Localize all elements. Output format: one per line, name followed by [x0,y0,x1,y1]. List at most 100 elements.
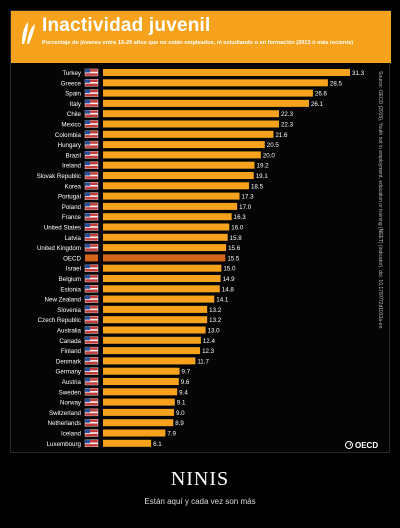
category-label: United Kingdom [37,245,81,252]
category-label: Netherlands [48,420,81,427]
bar [103,398,175,406]
flag-icon [84,233,99,242]
flag-icon [84,68,99,77]
flag-icon [84,264,99,272]
category-label: Greece [61,80,82,87]
bar [103,192,240,200]
bar [103,172,254,179]
bar [103,439,152,447]
caption-title: NINIS [170,468,230,490]
flag-icon [84,388,99,396]
value-label: 16.3 [234,214,247,221]
category-label: Hungary [58,142,82,149]
value-label: 12.3 [202,348,215,355]
category-label: Israel [66,266,81,273]
category-label: Sweden [59,389,82,396]
bar [103,357,196,365]
flag-icon [84,357,99,365]
value-label: 13.2 [209,307,222,314]
bar [103,419,174,427]
flag-icon [84,305,99,314]
category-label: Norway [60,400,82,407]
value-label: 9.7 [182,369,191,376]
bar [103,161,255,169]
value-label: 11.7 [197,358,209,365]
flag-icon [84,223,99,231]
bar [103,408,175,416]
value-label: 17.3 [242,194,255,201]
flag-icon [84,79,99,87]
value-label: 9.6 [181,379,190,386]
value-label: 31.3 [352,70,365,77]
value-label: 19.2 [257,163,270,170]
category-label: United States [44,225,81,232]
category-label: Czech Republic [38,317,81,324]
flag-icon [84,182,99,190]
value-label: 19.1 [256,173,269,180]
chart-header: Inactividad juvenil Porcentaje de jóvene… [11,11,391,63]
bar [103,151,261,159]
category-label: Switzerland [49,410,82,417]
flag-icon [84,109,99,118]
value-label: 26.6 [315,91,328,98]
bar [103,130,274,138]
category-label: Latvia [64,235,81,242]
value-label: 21.6 [275,132,288,139]
flag-icon [85,254,98,262]
bar-chart: Turkey Greece Spain Italy Chile Mexico Colombi… [37,68,365,448]
flag-icon [84,295,99,303]
category-label: Ireland [62,163,81,170]
flag-icon [84,429,99,437]
value-label: 15.6 [228,245,241,252]
value-label: 14.1 [216,297,229,304]
value-label: 14.9 [223,276,236,283]
value-label: 15.5 [227,255,240,262]
bar [103,213,232,221]
bar [103,305,208,313]
bar [103,326,206,334]
category-label: Colombia [55,132,82,139]
category-label: Australia [57,328,82,335]
category-label: Korea [64,183,81,190]
value-label: 12.4 [203,338,216,345]
category-label: Italy [70,101,82,108]
bar [103,79,328,87]
category-label: Luxembourg [47,441,82,448]
category-label: France [62,214,82,221]
value-label: 13.0 [208,328,221,335]
flag-icon [84,212,99,221]
category-label: Poland [62,204,82,211]
category-label: Slovak Republic [37,173,81,180]
flag-icon [84,326,99,334]
flag-icon [84,151,99,159]
value-label: 22.3 [281,122,294,129]
category-label: Belgium [59,276,81,283]
category-label: Turkey [62,70,82,77]
value-label: 22.3 [281,111,294,118]
category-label: Germany [56,369,82,376]
flag-icon [84,398,99,406]
flag-icon [84,192,99,200]
category-label: Austria [62,379,82,386]
value-label: 20.5 [267,142,280,149]
bar [103,429,166,437]
bar [103,367,180,375]
flag-icon [84,89,99,97]
flag-icon [84,439,99,447]
bar [103,244,227,252]
value-label: 8.9 [175,420,184,427]
value-label: 28.5 [330,80,343,87]
value-label: 20.0 [263,152,276,159]
flag-icon [84,120,99,128]
oecd-logo-text: OECD [355,440,379,450]
flag-icon [84,377,99,386]
category-label: Brazil [66,152,81,159]
bar [103,89,313,97]
category-label: Mexico [61,122,81,129]
bar-oecd-average [103,254,226,262]
category-label: Slovenia [57,307,81,314]
bar [103,264,222,272]
category-label: Estonia [60,286,81,293]
bar [103,295,215,303]
value-label: 9.1 [177,400,186,407]
